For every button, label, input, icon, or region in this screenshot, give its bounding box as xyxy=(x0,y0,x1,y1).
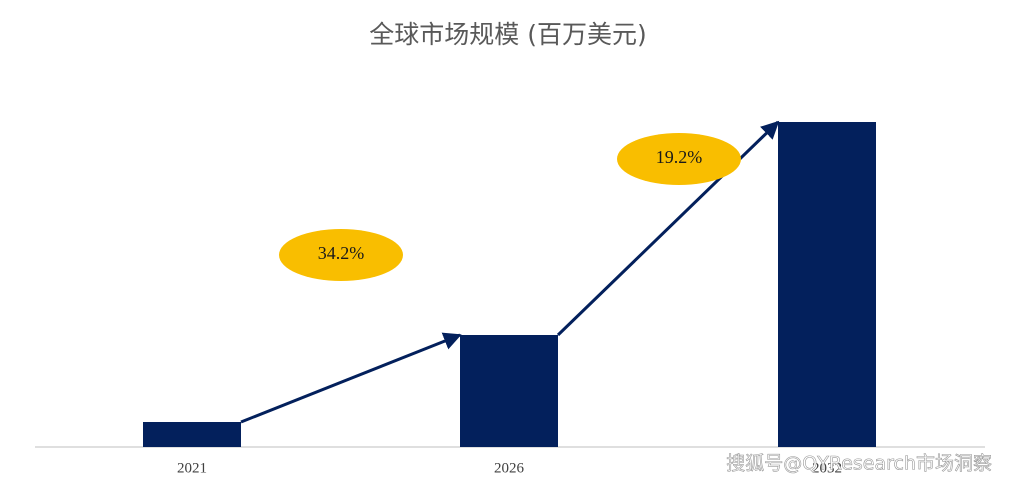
bar xyxy=(778,122,876,447)
growth-badge xyxy=(279,229,403,281)
growth-label: 34.2% xyxy=(318,243,365,263)
x-tick-label: 2032 xyxy=(812,460,842,476)
bar xyxy=(143,422,241,447)
x-tick-label: 2026 xyxy=(494,460,525,476)
bar xyxy=(460,335,558,447)
x-tick-label: 2021 xyxy=(177,460,207,476)
growth-arrow xyxy=(240,332,462,424)
watermark: 搜狐号@QYResearch市场洞察 xyxy=(726,453,992,475)
chart-title: 全球市场规模 (百万美元) xyxy=(369,20,646,49)
growth-label: 19.2% xyxy=(656,147,703,167)
growth-arrow xyxy=(556,120,780,337)
growth-badge xyxy=(617,133,741,185)
